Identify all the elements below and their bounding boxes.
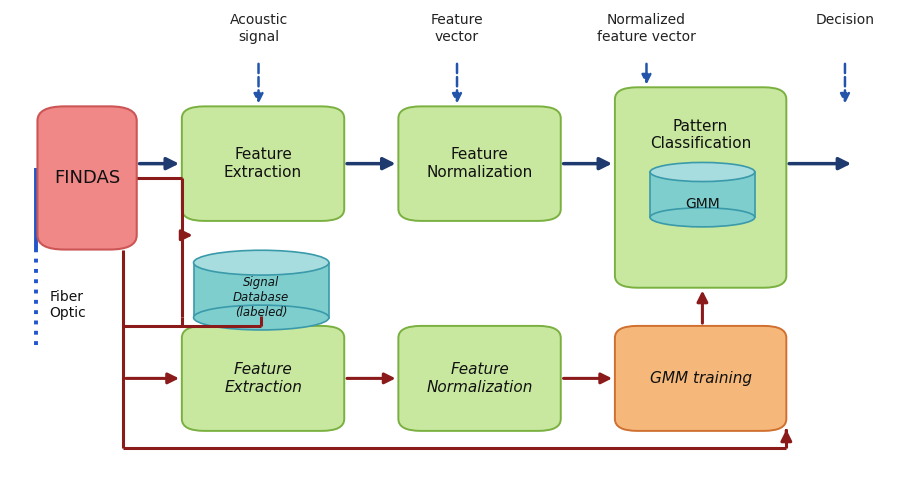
Text: Normalized
feature vector: Normalized feature vector: [597, 13, 696, 44]
Text: FINDAS: FINDAS: [54, 169, 120, 187]
Text: Feature
Extraction: Feature Extraction: [224, 147, 302, 180]
Text: Feature
Extraction: Feature Extraction: [224, 362, 302, 395]
FancyBboxPatch shape: [398, 326, 561, 431]
Text: Decision: Decision: [815, 13, 874, 27]
Ellipse shape: [650, 162, 755, 181]
Ellipse shape: [194, 305, 329, 330]
FancyBboxPatch shape: [182, 107, 344, 221]
Text: Acoustic
signal: Acoustic signal: [229, 13, 288, 44]
FancyBboxPatch shape: [614, 326, 786, 431]
Bar: [194, 263, 329, 318]
FancyBboxPatch shape: [182, 326, 344, 431]
Text: Feature
Normalization: Feature Normalization: [426, 362, 533, 395]
Bar: [650, 172, 755, 217]
Text: Feature
Normalization: Feature Normalization: [426, 147, 533, 180]
Text: GMM: GMM: [685, 197, 719, 211]
FancyBboxPatch shape: [37, 107, 137, 250]
Ellipse shape: [650, 208, 755, 227]
FancyBboxPatch shape: [398, 107, 561, 221]
FancyBboxPatch shape: [614, 87, 786, 288]
Text: Fiber
Optic: Fiber Optic: [49, 290, 86, 320]
Text: Pattern
Classification: Pattern Classification: [650, 119, 751, 151]
Text: Feature
vector: Feature vector: [431, 13, 483, 44]
Ellipse shape: [194, 250, 329, 275]
Text: Signal
Database
(labeled): Signal Database (labeled): [233, 276, 290, 319]
Text: GMM training: GMM training: [650, 371, 752, 386]
